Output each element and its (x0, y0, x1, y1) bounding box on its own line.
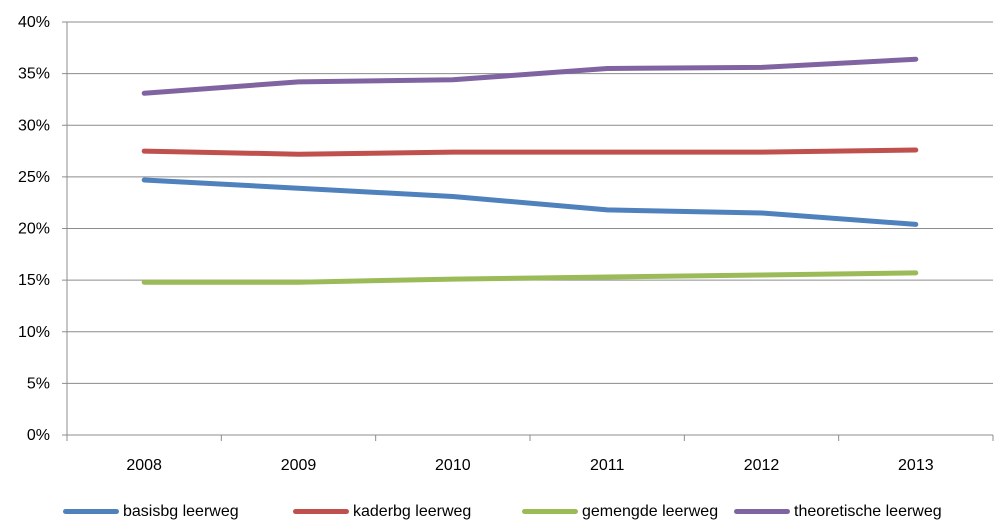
series-line-0 (141, 177, 919, 227)
legend-label-kaderbg: kaderbg leerweg (353, 502, 472, 520)
x-axis-tick-labels: 2008 2009 2010 2011 2012 2013 (126, 457, 933, 474)
x-tick-label: 2012 (744, 457, 780, 474)
x-tick-label: 2008 (126, 457, 162, 474)
axes (62, 21, 994, 441)
legend-label-gemengde: gemengde leerweg (582, 502, 719, 520)
x-tick-label: 2013 (898, 457, 934, 474)
y-tick-label: 40% (18, 14, 50, 31)
y-tick-label: 20% (18, 221, 50, 238)
y-tick-label: 15% (18, 272, 50, 289)
y-axis-tick-labels: 0% 5% 10% 15% 20% 25% 30% 35% 40% (18, 14, 50, 444)
series-lines (141, 56, 919, 285)
legend-item-basisbg: basisbg leerweg (63, 500, 239, 523)
y-tick-label: 10% (18, 324, 50, 341)
series-line-1 (141, 147, 919, 157)
legend-item-gemengde: gemengde leerweg (522, 500, 718, 523)
legend-swatch-gemengde (522, 509, 578, 514)
legend: basisbg leerweg kaderbg leerweg gemengde… (0, 500, 995, 523)
legend-label-theoretische: theoretische leerweg (794, 502, 942, 520)
series-line-2 (141, 270, 919, 285)
y-tick-label: 35% (18, 66, 50, 83)
legend-swatch-kaderbg (293, 509, 349, 514)
y-tick-label: 5% (27, 375, 50, 392)
x-tick-label: 2009 (281, 457, 317, 474)
y-tick-label: 30% (18, 117, 50, 134)
x-tick-label: 2010 (435, 457, 471, 474)
y-tick-label: 25% (18, 169, 50, 186)
legend-item-theoretische: theoretische leerweg (734, 500, 942, 523)
line-chart: 0%5%10%15%20%25%30%35%40% 2008 2009 2010 20… (18, 14, 994, 474)
y-tick-label: 0% (27, 427, 50, 444)
legend-label-basisbg: basisbg leerweg (123, 502, 239, 520)
legend-item-kaderbg: kaderbg leerweg (293, 500, 471, 523)
series-line-3 (141, 56, 919, 96)
legend-swatch-theoretische (734, 509, 790, 514)
x-tick-label: 2011 (590, 457, 625, 474)
legend-swatch-basisbg (63, 509, 119, 514)
